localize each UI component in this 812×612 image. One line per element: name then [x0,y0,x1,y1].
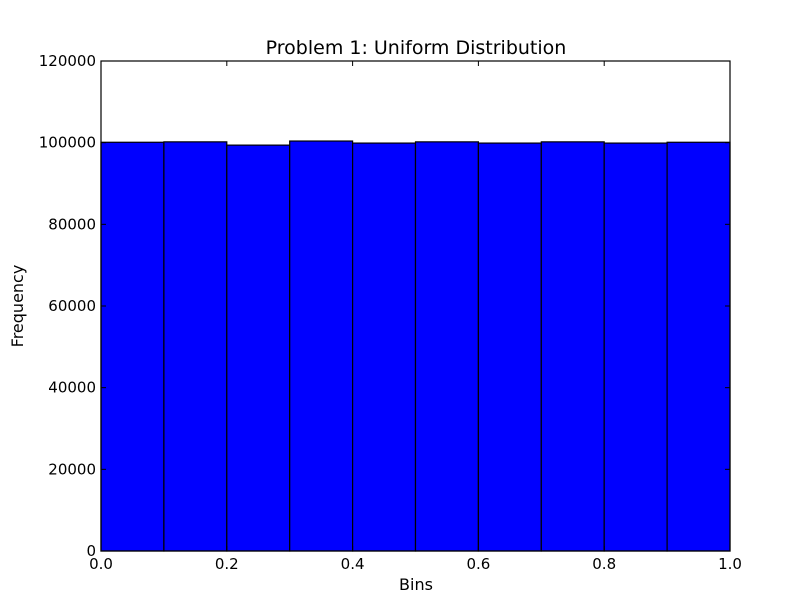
chart-title: Problem 1: Uniform Distribution [266,37,567,59]
y-tick-label: 0 [86,542,96,560]
x-axis-label: Bins [399,575,433,594]
histogram-bar [477,142,542,552]
y-axis: 0 20000 40000 60000 80000 100000 120000 [39,52,730,560]
y-tick-label: 40000 [48,379,96,397]
y-axis-label: Frequency [8,265,27,348]
x-tick-label: 0.2 [215,555,239,573]
histogram-bar [100,141,165,552]
y-tick-label: 60000 [48,297,96,315]
x-tick-label: 0.8 [592,555,616,573]
histogram-bar [414,141,480,552]
x-tick-label: 0.6 [466,555,490,573]
x-tick-label: 1.0 [718,555,742,573]
y-tick-label: 120000 [39,52,96,70]
histogram-bar [666,141,731,552]
y-tick-label: 100000 [39,134,96,152]
y-tick-label: 80000 [48,215,96,233]
histogram-bar [540,141,605,552]
y-tick-label: 20000 [48,460,96,478]
histogram-bar [289,140,354,552]
histogram-bar [352,142,417,552]
x-axis: 0.0 0.2 0.4 0.6 0.8 1.0 [89,61,742,573]
histogram-bar [163,141,228,552]
histogram-bar [226,144,291,552]
x-tick-label: 0.0 [89,555,113,573]
bars-group [100,140,731,552]
histogram-bar [603,142,668,552]
x-tick-label: 0.4 [341,555,365,573]
